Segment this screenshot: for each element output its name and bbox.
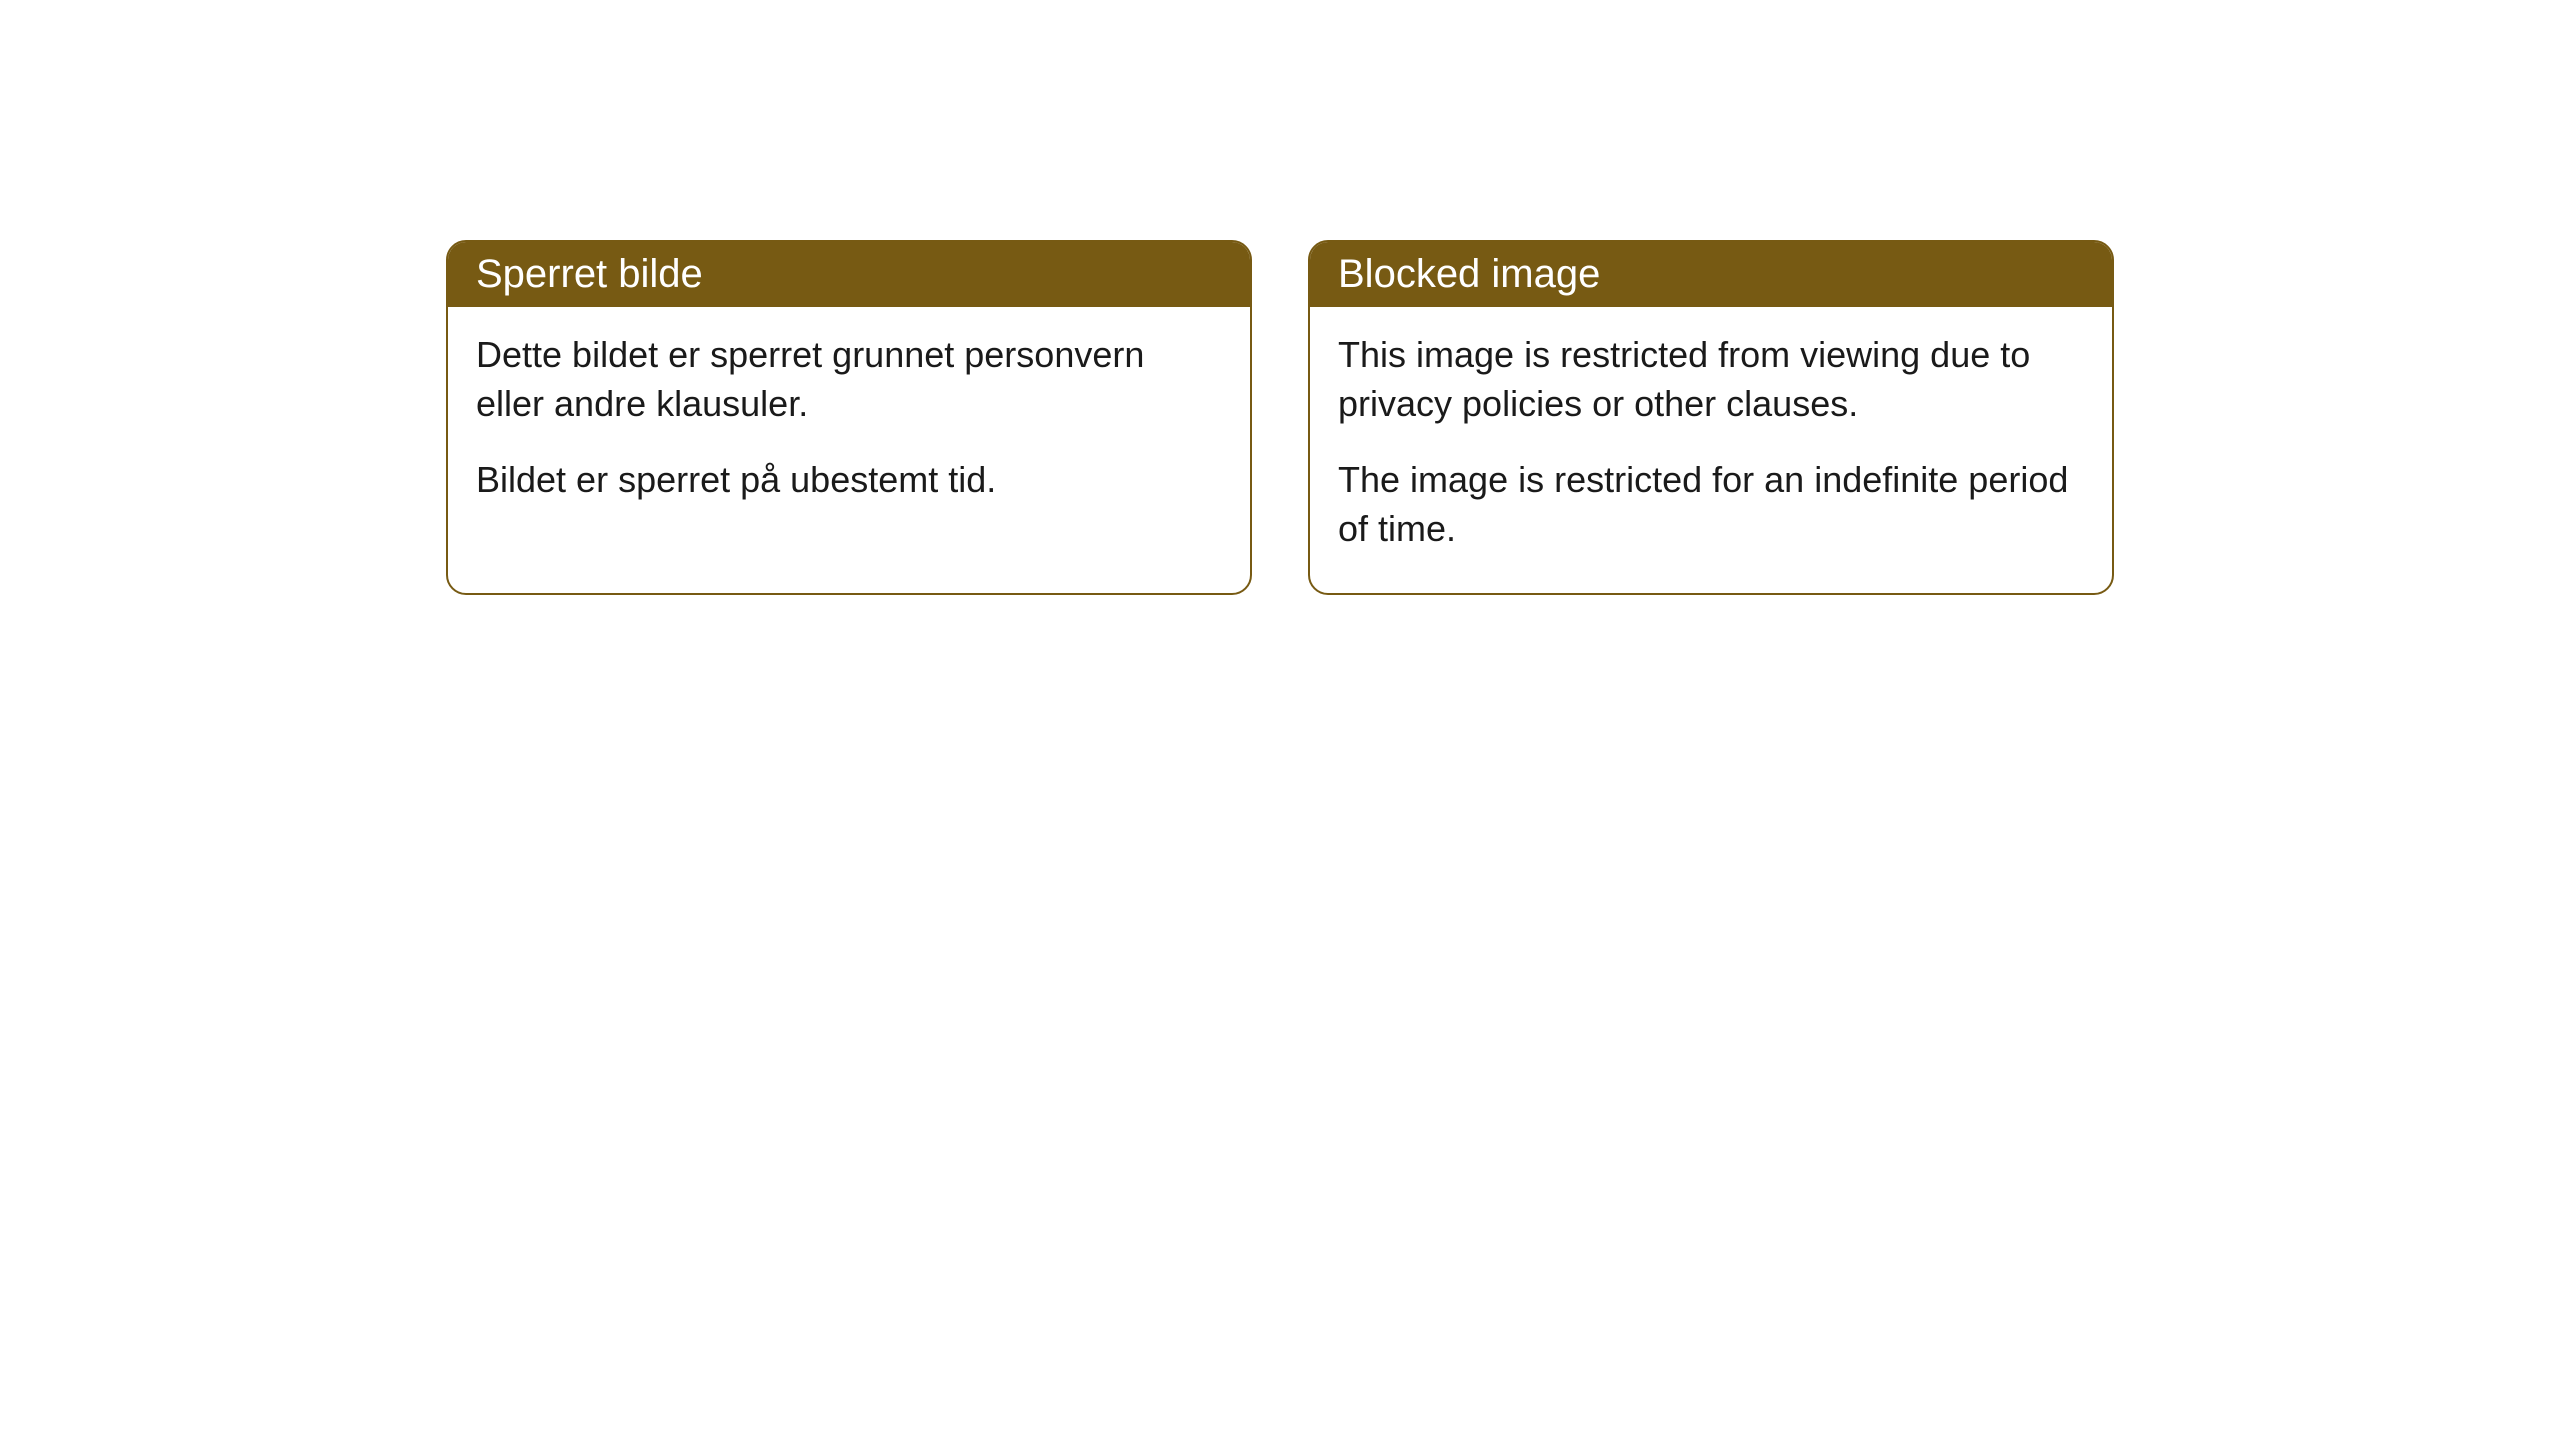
notice-paragraph: This image is restricted from viewing du… [1338, 331, 2084, 428]
notice-body-norwegian: Dette bildet er sperret grunnet personve… [448, 307, 1250, 545]
notice-title: Sperret bilde [476, 252, 703, 296]
notice-card-english: Blocked image This image is restricted f… [1308, 240, 2114, 595]
notice-title: Blocked image [1338, 252, 1600, 296]
notice-cards-container: Sperret bilde Dette bildet er sperret gr… [0, 240, 2560, 595]
notice-paragraph: Dette bildet er sperret grunnet personve… [476, 331, 1222, 428]
notice-card-norwegian: Sperret bilde Dette bildet er sperret gr… [446, 240, 1252, 595]
notice-paragraph: The image is restricted for an indefinit… [1338, 456, 2084, 553]
notice-body-english: This image is restricted from viewing du… [1310, 307, 2112, 593]
notice-header-norwegian: Sperret bilde [448, 242, 1250, 307]
notice-header-english: Blocked image [1310, 242, 2112, 307]
notice-paragraph: Bildet er sperret på ubestemt tid. [476, 456, 1222, 505]
